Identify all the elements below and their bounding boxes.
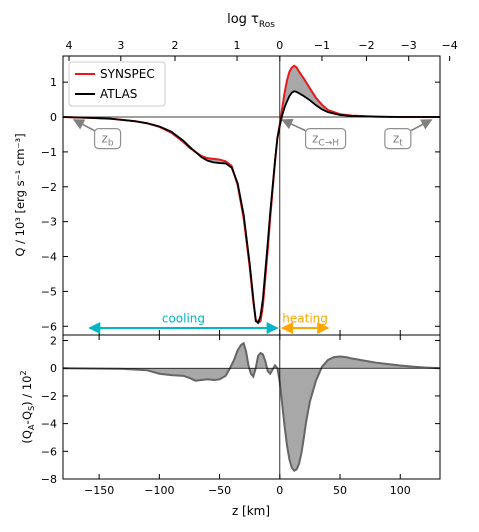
annotation-box-zt xyxy=(384,128,412,150)
ytick-label-bottom: −4 xyxy=(41,418,57,431)
tau-tick-label: 3 xyxy=(117,39,124,52)
x-axis-label: z [km] xyxy=(232,504,270,518)
bottom-panel-frame xyxy=(62,334,441,480)
xtick-label: −100 xyxy=(144,484,174,497)
top-panel-annotations: zb zC→H zt cooling heating xyxy=(72,118,433,335)
top-panel-refs xyxy=(63,56,440,335)
difference-line xyxy=(63,341,440,472)
ytick-label-top: −2 xyxy=(41,181,57,194)
ytick-label-top: −6 xyxy=(41,320,57,333)
xtick-label: 100 xyxy=(390,484,411,497)
ylabel-part-3: -Q xyxy=(20,411,34,425)
legend-label-synspec: SYNSPEC xyxy=(100,67,155,81)
legend: SYNSPEC ATLAS xyxy=(68,61,166,107)
xtick-label: 0 xyxy=(276,484,283,497)
bottom-panel-ticks: 2 0 −2 −4 −6 −8 −150 −100 −50 0 50 100 xyxy=(41,335,440,497)
top-axis-title-base: log τ xyxy=(227,12,259,27)
series-line-atlas xyxy=(63,90,440,325)
region-label-cooling: cooling xyxy=(162,312,205,326)
ylabel-part-1: (Q xyxy=(20,430,34,444)
bottom-panel-plot xyxy=(63,341,440,472)
annotation-arrow-zb xyxy=(72,119,95,132)
ylabel-part-4: S xyxy=(27,406,36,411)
top-axis-title-sub: Ros xyxy=(259,20,275,30)
legend-label-atlas: ATLAS xyxy=(100,87,137,101)
top-panel-ticks: 1 0 −1 −2 −3 −4 −5 −6 4 3 2 1 0 −1 −2 −3 −4 xyxy=(41,39,458,335)
top-panel: 1 0 −1 −2 −3 −4 −5 −6 4 3 2 1 0 −1 −2 −3 −4 zb zC→H zt cool… xyxy=(13,39,458,336)
bottom-panel: 2 0 −2 −4 −6 −8 −150 −100 −50 0 50 100 (QA-QS) / 10… xyxy=(19,334,441,518)
ylabel-part-2: A xyxy=(27,424,36,430)
tau-tick-label: 2 xyxy=(172,39,179,52)
top-axis-title: log τRos xyxy=(227,12,275,30)
region-label-heating: heating xyxy=(282,312,328,326)
xtick-label: −150 xyxy=(84,484,114,497)
tau-tick-label: 1 xyxy=(234,39,241,52)
top-panel-lines xyxy=(63,64,440,325)
annotation-arrow-zch xyxy=(281,118,306,132)
ytick-label-top: −5 xyxy=(41,285,57,298)
bottom-panel-fill xyxy=(63,341,440,472)
ytick-label-top: −1 xyxy=(41,146,57,159)
tau-tick-label: −1 xyxy=(314,39,330,52)
ytick-label-top: −4 xyxy=(41,251,57,264)
ytick-label-top: 0 xyxy=(50,111,57,124)
xtick-label: −50 xyxy=(208,484,231,497)
xtick-label: 50 xyxy=(333,484,347,497)
top-panel-plot xyxy=(63,64,440,325)
ytick-label-bottom: −2 xyxy=(41,390,57,403)
annotation-label-zt: zt xyxy=(393,132,403,149)
ytick-label-bottom: 2 xyxy=(50,335,57,348)
bottom-panel-refs xyxy=(63,335,440,479)
ytick-label-bottom: 0 xyxy=(50,362,57,375)
annotation-label-zch: zC→H xyxy=(312,132,339,149)
annotation-label-zb: zb xyxy=(102,132,114,149)
ylabel-part-6: 2 xyxy=(19,370,28,375)
ytick-label-bottom: −8 xyxy=(41,473,57,486)
ytick-label-top: −3 xyxy=(41,216,57,229)
tau-tick-label: 4 xyxy=(66,39,73,52)
bottom-y-axis-label: (QA-QS) / 102 xyxy=(19,370,36,443)
tau-tick-label: 0 xyxy=(276,39,283,52)
annotation-box-zch xyxy=(304,128,347,150)
top-y-axis-label: Q / 10³ [erg s⁻¹ cm⁻³] xyxy=(13,133,27,256)
annotation-arrow-zt xyxy=(410,119,433,132)
tau-tick-label: −2 xyxy=(358,39,374,52)
ytick-label-top: 1 xyxy=(50,76,57,89)
tau-tick-label: −4 xyxy=(442,39,458,52)
ylabel-part-5: ) / 10 xyxy=(20,376,34,406)
ytick-label-bottom: −6 xyxy=(41,445,57,458)
tau-tick-label: −3 xyxy=(401,39,417,52)
annotation-box-zb xyxy=(93,128,122,150)
difference-area xyxy=(63,343,440,471)
